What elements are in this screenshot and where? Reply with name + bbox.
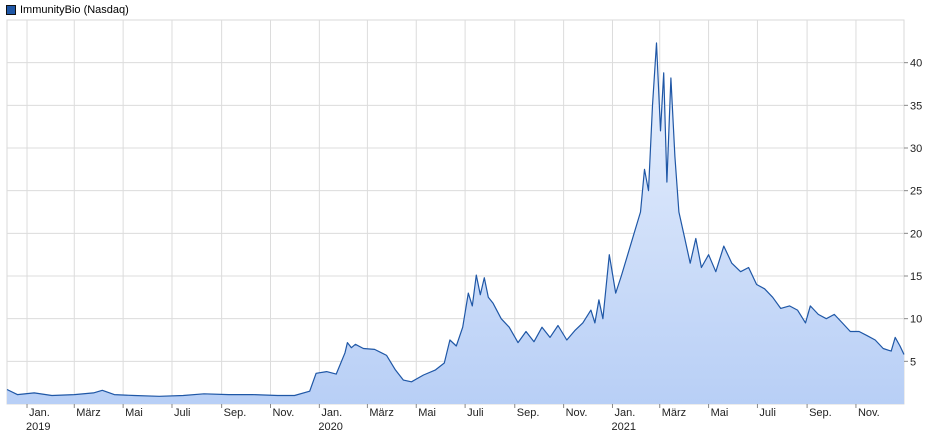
x-tick-label: Jan.: [29, 407, 50, 419]
y-tick-label: 35: [910, 100, 922, 112]
x-tick-label: Juli: [174, 407, 191, 419]
y-tick-label: 30: [910, 143, 922, 155]
x-year-label: 2020: [318, 421, 342, 433]
y-tick-label: 40: [910, 58, 922, 70]
x-tick-label: Juli: [467, 407, 484, 419]
x-tick-label: März: [662, 407, 686, 419]
x-tick-label: Jan.: [321, 407, 342, 419]
x-tick-label: Sep.: [517, 407, 540, 419]
y-axis-ticks: 5 10 15 20 25 30 35 40: [904, 58, 922, 368]
y-tick-label: 20: [910, 228, 922, 240]
y-tick-label: 10: [910, 314, 922, 326]
x-tick-label: Mai: [418, 407, 436, 419]
y-tick-label: 5: [910, 356, 916, 368]
x-tick-label: Sep.: [809, 407, 832, 419]
legend-swatch: [6, 5, 16, 15]
legend-label: ImmunityBio (Nasdaq): [20, 4, 129, 16]
x-tick-label: Sep.: [224, 407, 247, 419]
x-tick-label: März: [369, 407, 393, 419]
x-tick-label: März: [76, 407, 100, 419]
price-line: [6, 42, 905, 397]
x-axis-ticks: Jan. 2019 März Mai Juli Sep. Nov. Jan. 2020 März M…: [26, 404, 880, 433]
y-tick-label: 25: [910, 186, 922, 198]
x-year-label: 2021: [611, 421, 635, 433]
x-tick-label: Juli: [759, 407, 776, 419]
x-tick-label: Jan.: [614, 407, 635, 419]
legend: ImmunityBio (Nasdaq): [6, 3, 129, 17]
x-tick-label: Mai: [125, 407, 143, 419]
y-tick-label: 15: [910, 271, 922, 283]
x-year-label: 2019: [26, 421, 50, 433]
x-tick-label: Nov.: [858, 407, 880, 419]
price-area: [7, 43, 904, 404]
x-tick-label: Nov.: [272, 407, 294, 419]
x-tick-label: Mai: [711, 407, 729, 419]
x-tick-label: Nov.: [566, 407, 588, 419]
